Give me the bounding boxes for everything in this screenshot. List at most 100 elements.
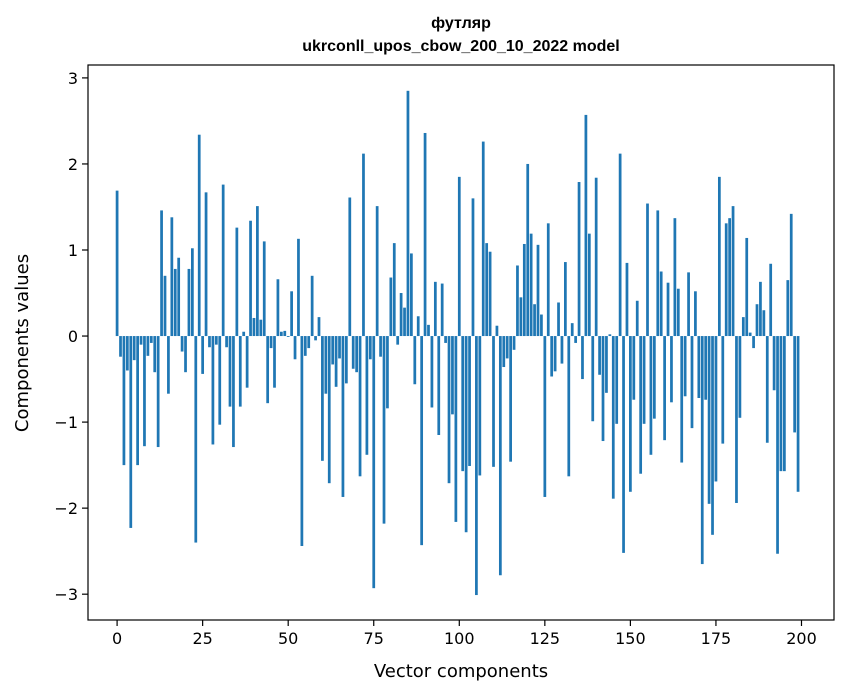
chart-title: футляр (431, 15, 491, 32)
bar-31 (221, 184, 225, 337)
bar-181 (735, 336, 738, 503)
bar-27 (208, 336, 211, 348)
bar-57 (310, 275, 314, 337)
bar-6 (136, 336, 139, 466)
bar-85 (406, 90, 410, 337)
x-tick-label: 75 (364, 629, 384, 648)
bar-51 (290, 291, 293, 337)
bar-53 (297, 238, 300, 337)
bar-147 (618, 153, 622, 337)
bar-62 (327, 336, 331, 484)
bar-151 (632, 336, 636, 400)
bar-64 (334, 336, 338, 387)
bar-150 (629, 336, 632, 492)
bar-178 (724, 223, 728, 337)
bar-49 (283, 330, 287, 337)
x-tick-label: 25 (192, 629, 212, 648)
bar-109 (488, 251, 492, 337)
bar-30 (218, 336, 222, 425)
bar-69 (351, 336, 355, 369)
bar-22 (191, 248, 194, 337)
bar-55 (303, 336, 307, 356)
bar-21 (187, 268, 191, 337)
bar-118 (519, 297, 523, 337)
bar-25 (201, 336, 205, 374)
bar-84 (403, 307, 406, 337)
bar-137 (584, 114, 588, 337)
y-tick-label: −1 (54, 413, 78, 432)
x-tick-label: 200 (786, 629, 817, 648)
x-tick-label: 0 (112, 629, 122, 648)
bar-142 (601, 336, 605, 442)
bar-18 (177, 257, 181, 337)
bar-103 (468, 336, 471, 466)
bar-68 (348, 197, 352, 337)
bar-59 (317, 317, 321, 337)
bar-191 (769, 263, 773, 337)
bar-24 (197, 134, 201, 337)
bar-14 (163, 275, 167, 337)
bar-140 (594, 177, 598, 337)
bar-40 (252, 317, 256, 337)
y-tick-label: 1 (68, 241, 78, 260)
bar-149 (625, 262, 629, 337)
bar-188 (759, 281, 762, 337)
bar-166 (683, 336, 687, 397)
bar-75 (372, 336, 376, 589)
bar-43 (262, 241, 266, 337)
bar-113 (502, 336, 506, 368)
bar-61 (324, 336, 328, 394)
bar-121 (529, 233, 533, 337)
bar-134 (574, 336, 578, 343)
bar-194 (779, 336, 783, 472)
bar-102 (464, 336, 468, 533)
bar-95 (440, 283, 444, 337)
bar-91 (427, 324, 430, 337)
bar-184 (745, 237, 749, 337)
x-axis-label: Vector components (374, 661, 548, 682)
bar-186 (752, 336, 755, 349)
bar-42 (259, 319, 263, 337)
bar-154 (642, 336, 646, 424)
bar-47 (276, 279, 280, 337)
bar-175 (714, 336, 718, 482)
bar-100 (457, 176, 461, 337)
bar-60 (321, 336, 324, 461)
bar-148 (622, 336, 625, 553)
bar-124 (540, 314, 543, 337)
bar-88 (416, 316, 420, 337)
bar-72 (362, 153, 365, 337)
bar-136 (581, 336, 584, 380)
bar-146 (615, 336, 619, 424)
bar-76 (375, 206, 379, 337)
bar-170 (697, 336, 701, 398)
bar-15 (167, 336, 170, 394)
bar-105 (475, 336, 478, 596)
bar-93 (433, 281, 437, 337)
bar-10 (149, 336, 153, 343)
bar-29 (214, 336, 218, 345)
bar-65 (338, 336, 341, 359)
y-tick-label: 0 (68, 327, 78, 346)
bar-0 (115, 190, 119, 337)
bar-39 (249, 220, 252, 337)
bar-189 (762, 310, 766, 337)
x-tick-label: 150 (615, 629, 646, 648)
bar-98 (451, 336, 454, 415)
bar-126 (546, 223, 550, 337)
bar-2 (122, 336, 126, 466)
bar-122 (533, 304, 536, 337)
bar-78 (382, 336, 386, 524)
bar-169 (694, 291, 697, 337)
bar-4 (129, 336, 133, 528)
bar-1 (119, 336, 122, 357)
bar-79 (386, 336, 389, 409)
bar-74 (368, 336, 372, 360)
bar-199 (796, 336, 800, 492)
plot-frame (87, 64, 835, 621)
bar-73 (365, 336, 369, 455)
bar-176 (717, 176, 721, 337)
bar-160 (663, 336, 666, 441)
bar-117 (516, 265, 519, 337)
bar-83 (399, 293, 403, 337)
